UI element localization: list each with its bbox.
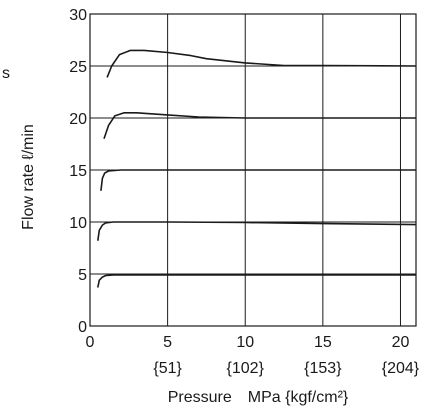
flow-curve-3 [100, 169, 416, 191]
x-tick-label: 10 [236, 334, 254, 351]
flow-curve-2 [97, 221, 417, 241]
flow-curve-1 [97, 274, 416, 288]
series-group [97, 49, 417, 288]
x-axis-label: Pressure MPa {kgf/cm²} [168, 389, 349, 406]
x-axis-ticks: 0 5 {51} 10 {102} 15 {153} 20 {204} [86, 334, 420, 377]
x-tick-sublabel: {102} [227, 360, 265, 377]
y-tick-label: 5 [78, 267, 87, 284]
y-tick-label: 10 [69, 215, 87, 232]
x-tick-label: 20 [392, 334, 410, 351]
flow-curve-5 [106, 49, 417, 78]
y-axis-label: Flow rate ℓ/min [20, 124, 37, 230]
x-tick-sublabel: {204} [382, 360, 420, 377]
x-tick-sublabel: {51} [153, 360, 182, 377]
y-tick-label: 25 [69, 59, 87, 76]
y-tick-label: 20 [69, 111, 87, 128]
y-tick-label: 30 [69, 7, 87, 24]
x-tick-label: 0 [86, 334, 95, 351]
y-axis-ticks: 0 5 10 15 20 25 30 [69, 7, 87, 336]
flow-curve-4 [103, 112, 416, 140]
x-tick-label: 5 [163, 334, 172, 351]
x-tick-label: 15 [314, 334, 332, 351]
x-tick-sublabel: {153} [304, 360, 342, 377]
y-tick-label: 15 [69, 163, 87, 180]
left-edge-text: s [2, 65, 10, 82]
y-tick-label: 0 [78, 319, 87, 336]
